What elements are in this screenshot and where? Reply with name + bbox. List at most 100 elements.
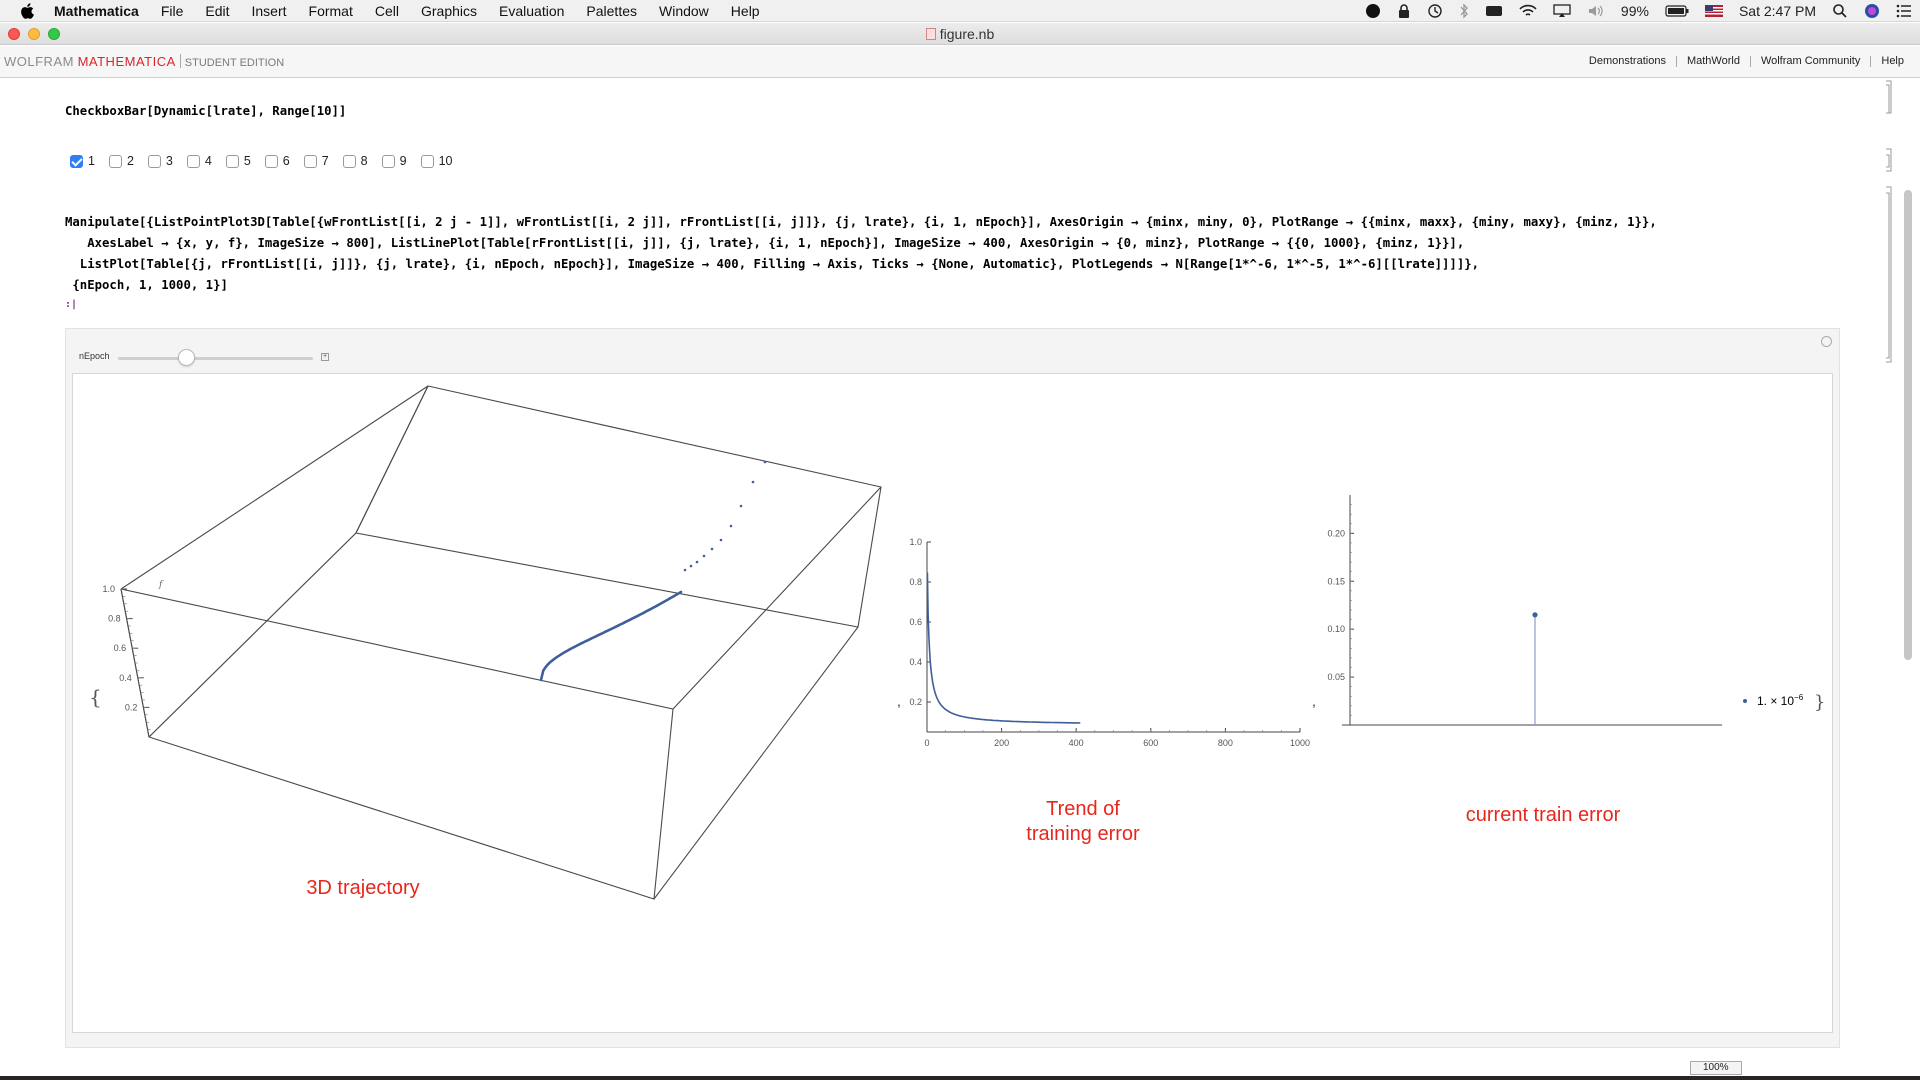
menu-edit[interactable]: Edit — [205, 2, 230, 19]
circle-status-icon[interactable] — [1365, 3, 1381, 19]
checkbox-label: 9 — [399, 154, 407, 168]
legend-marker — [1743, 699, 1747, 703]
menu-graphics[interactable]: Graphics — [420, 2, 478, 19]
nepoch-slider-thumb[interactable] — [178, 349, 196, 366]
window-zoom-button[interactable] — [48, 28, 60, 40]
manipulate-options-button[interactable] — [1821, 336, 1832, 347]
status-icons: 99% Sat 2:47 PM — [1365, 0, 1912, 22]
link-wolfram-community[interactable]: Wolfram Community — [1760, 55, 1861, 67]
checkbox-5[interactable]: 5 — [225, 154, 251, 168]
plot3d-box-edge — [653, 626, 859, 900]
trend-x-tick-label: 800 — [1218, 738, 1233, 748]
z-tick-label: 1.0 — [102, 584, 115, 594]
checkbox-4-box[interactable] — [186, 154, 200, 168]
menu-help[interactable]: Help — [730, 2, 760, 19]
wifi-icon[interactable] — [1519, 4, 1537, 18]
cell-brackets[interactable] — [1882, 79, 1902, 1075]
plot3d-axis-label-f: f — [158, 580, 164, 590]
plot3d-box-edge — [120, 385, 429, 590]
zoom-menu[interactable]: 100% — [1690, 1061, 1742, 1075]
checkbox-1-box[interactable] — [70, 154, 83, 168]
checkbox-9-box[interactable] — [381, 154, 395, 168]
checkbox-7-box[interactable] — [303, 154, 317, 168]
checkbox-2-box[interactable] — [108, 154, 122, 168]
current-error-plot: 0.05 0.10 0.15 0.20 — [1327, 495, 1722, 726]
link-mathworld[interactable]: MathWorld — [1686, 55, 1740, 67]
link-help[interactable]: Help — [1881, 55, 1904, 67]
notebook-content[interactable]: CheckboxBar[Dynamic[lrate], Range[10]] 1… — [0, 79, 1920, 1075]
lock-icon[interactable] — [1397, 3, 1411, 19]
keyboard-icon[interactable] — [1485, 4, 1503, 18]
clock[interactable]: Sat 2:47 PM — [1738, 3, 1816, 19]
window-minimize-button[interactable] — [28, 28, 40, 40]
spotlight-search-icon[interactable] — [1832, 3, 1848, 19]
vertical-scrollbar[interactable] — [1904, 190, 1912, 660]
checkbox-2[interactable]: 2 — [108, 154, 134, 168]
siri-icon[interactable] — [1864, 3, 1880, 19]
trajectory-curve — [539, 590, 683, 682]
output-close-brace: } — [1814, 692, 1825, 713]
menu-file[interactable]: File — [160, 2, 184, 19]
checkbox-7[interactable]: 7 — [303, 154, 329, 168]
nepoch-slider-track[interactable] — [118, 357, 313, 360]
menu-bar: Mathematica File Edit Insert Format Cell… — [0, 0, 1920, 22]
slider-expand-button[interactable]: + — [321, 353, 329, 361]
trend-y-tick-label: 0.2 — [909, 697, 922, 707]
plot3d-box-front — [120, 588, 674, 900]
volume-icon[interactable] — [1587, 4, 1605, 18]
link-demonstrations[interactable]: Demonstrations — [1588, 55, 1666, 67]
comma-separator: , — [897, 693, 901, 709]
checkbox-label: 5 — [243, 154, 251, 168]
output-open-brace: { — [89, 685, 102, 709]
menu-window[interactable]: Window — [659, 2, 709, 19]
input-cell-checkboxbar[interactable]: CheckboxBar[Dynamic[lrate], Range[10]] — [65, 104, 347, 118]
menu-evaluation[interactable]: Evaluation — [499, 2, 565, 19]
trend-y-tick-label: 0.8 — [909, 577, 922, 587]
annotation-current-train-error: current train error — [1465, 804, 1621, 826]
z-tick-label: 0.6 — [114, 643, 127, 653]
apple-icon[interactable] — [18, 1, 38, 21]
menu-app-name[interactable]: Mathematica — [54, 2, 139, 19]
checkbox-3[interactable]: 3 — [147, 154, 173, 168]
battery-percent[interactable]: 99% — [1620, 3, 1649, 19]
slider-label: nEpoch — [79, 351, 110, 361]
trajectory-point — [695, 560, 699, 564]
checkbox-5-box[interactable] — [225, 154, 239, 168]
input-cell-manipulate-line2[interactable]: AxesLabel → {x, y, f}, ImageSize → 800],… — [65, 236, 1465, 250]
wolfram-brand-logo: WOLFRAM MATHEMATICA STUDENT EDITION — [4, 54, 284, 69]
bluetooth-icon[interactable] — [1459, 3, 1469, 19]
brand-mathematica: MATHEMATICA — [77, 54, 176, 69]
menu-format[interactable]: Format — [308, 2, 353, 19]
trend-x-tick-label: 600 — [1143, 738, 1158, 748]
annotation-3d-trajectory: 3D trajectory — [306, 877, 420, 899]
z-tick-label: 0.4 — [119, 673, 132, 683]
menu-palettes[interactable]: Palettes — [586, 2, 637, 19]
window-title-bar: figure.nb — [0, 23, 1920, 45]
checkbox-3-box[interactable] — [147, 154, 161, 168]
battery-icon[interactable] — [1665, 5, 1689, 17]
airplay-icon[interactable] — [1553, 4, 1571, 18]
notification-center-icon[interactable] — [1896, 4, 1912, 18]
checkbox-8[interactable]: 8 — [342, 154, 368, 168]
input-cell-manipulate-line4[interactable]: {nEpoch, 1, 1000, 1}] — [65, 278, 228, 292]
checkbox-6[interactable]: 6 — [264, 154, 290, 168]
checkbox-label: 3 — [165, 154, 173, 168]
checkbox-6-box[interactable] — [264, 154, 278, 168]
flag-icon[interactable] — [1704, 5, 1723, 17]
checkbox-4[interactable]: 4 — [186, 154, 212, 168]
checkbox-10-box[interactable] — [420, 154, 434, 168]
menu-cell[interactable]: Cell — [374, 2, 399, 19]
trend-line — [926, 572, 1081, 724]
time-machine-icon[interactable] — [1427, 3, 1443, 19]
input-cell-manipulate-line3[interactable]: ListPlot[Table[{j, rFrontList[[i, j]]}, … — [65, 257, 1480, 271]
window-close-button[interactable] — [8, 28, 20, 40]
checkbox-1[interactable]: 1 — [70, 154, 95, 168]
plot3d-box-back-top — [355, 385, 882, 628]
checkbox-8-box[interactable] — [342, 154, 356, 168]
checkbox-9[interactable]: 9 — [381, 154, 407, 168]
menu-insert[interactable]: Insert — [251, 2, 287, 19]
checkbox-label: 10 — [438, 154, 453, 168]
text-cursor[interactable]: :| — [65, 299, 78, 310]
input-cell-manipulate-line1[interactable]: Manipulate[{ListPointPlot3D[Table[{wFron… — [65, 215, 1657, 229]
checkbox-10[interactable]: 10 — [420, 154, 453, 168]
